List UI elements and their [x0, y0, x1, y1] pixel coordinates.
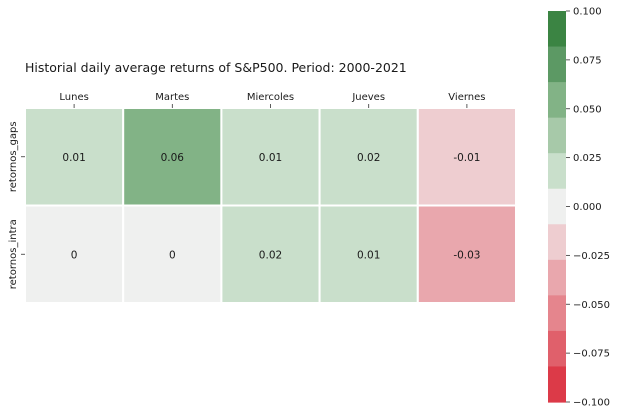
cell-value-label: 0.01 — [62, 152, 85, 164]
chart-title: Historial daily average returns of S&P50… — [25, 60, 407, 75]
colorbar-bin — [548, 366, 566, 403]
row-tick-labels: retornos_gaps retornos_intra — [8, 121, 25, 289]
cell-value-label: 0 — [169, 249, 176, 261]
heatmap-cell — [122, 107, 223, 207]
heatmap-cell — [24, 107, 125, 207]
column-tick-label: Lunes — [59, 92, 88, 103]
colorbar-tick-label: 0.000 — [573, 202, 602, 213]
colorbar-bin — [548, 330, 566, 368]
cell-value-label: 0 — [71, 249, 78, 261]
cell-value-label: 0.02 — [259, 249, 282, 261]
colorbar-bin — [548, 46, 566, 83]
heatmap-cells: 0.01 0.06 0.01 0.02 -0.01 0 0 0.02 0.01 -0.03 — [24, 107, 517, 304]
colorbar-tick-label: 0.025 — [573, 153, 602, 164]
colorbar-bin — [548, 295, 566, 332]
column-tick-label: Viernes — [448, 92, 485, 103]
cell-value-label: 0.06 — [161, 152, 185, 164]
cell-value-label: -0.03 — [453, 249, 480, 261]
colorbar-tick-label: −0.100 — [573, 398, 610, 409]
heatmap-cell — [220, 204, 321, 304]
colorbar-tick-label: 0.100 — [573, 7, 602, 18]
cell-value-label: 0.02 — [357, 152, 380, 164]
heatmap-cell — [122, 204, 223, 304]
colorbar-bin — [548, 117, 566, 154]
colorbar-tick-label: −0.075 — [573, 349, 610, 360]
cell-value-label: -0.01 — [453, 152, 480, 164]
heatmap-cell — [318, 204, 419, 304]
colorbar-bin — [548, 82, 566, 119]
colorbar-bin — [548, 11, 566, 48]
colorbar-bin — [548, 153, 566, 190]
colorbar-tick-label: 0.075 — [573, 55, 602, 66]
colorbar: 0.100 0.075 0.050 0.025 0.000 −0.025 −0.050 −0.… — [548, 7, 610, 409]
colorbar-bin — [548, 259, 566, 296]
colorbar-bin — [548, 224, 566, 261]
cell-value-label: 0.01 — [259, 152, 282, 164]
column-tick-label: Jueves — [351, 92, 385, 103]
colorbar-tick-label: 0.050 — [573, 104, 602, 115]
colorbar-tick-label: −0.050 — [573, 300, 610, 311]
cell-value-label: 0.01 — [357, 249, 380, 261]
column-tick-label: Miercoles — [247, 92, 294, 103]
colorbar-bin — [548, 188, 566, 225]
row-tick-label: retornos_intra — [8, 219, 19, 289]
column-tick-labels: Lunes Martes Miercoles Jueves Viernes — [59, 92, 485, 108]
column-tick-label: Martes — [155, 92, 189, 103]
row-tick-label: retornos_gaps — [8, 121, 19, 192]
colorbar-tick-label: −0.025 — [573, 251, 610, 262]
heatmap-cell — [416, 204, 517, 304]
